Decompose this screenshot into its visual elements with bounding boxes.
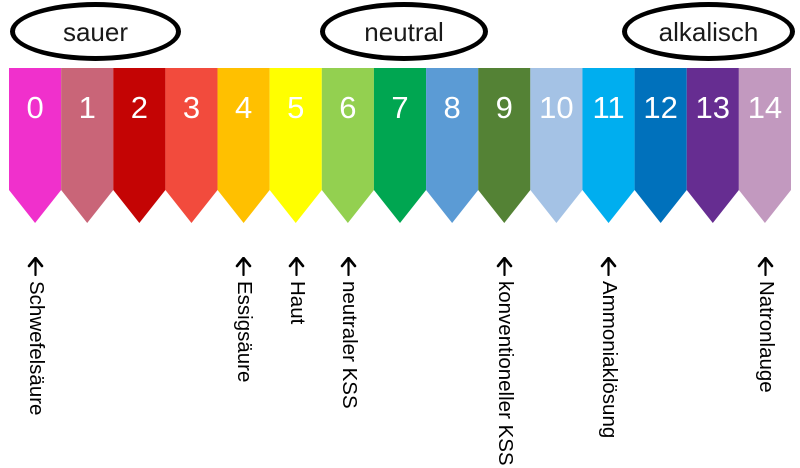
svg-text:5: 5 bbox=[287, 90, 304, 125]
svg-text:6: 6 bbox=[339, 90, 356, 125]
svg-text:4: 4 bbox=[235, 90, 252, 125]
svg-text:14: 14 bbox=[748, 90, 782, 125]
svg-text:0: 0 bbox=[26, 90, 43, 125]
svg-text:8: 8 bbox=[444, 90, 461, 125]
svg-text:7: 7 bbox=[391, 90, 408, 125]
svg-text:9: 9 bbox=[496, 90, 513, 125]
svg-text:2: 2 bbox=[131, 90, 148, 125]
svg-text:11: 11 bbox=[592, 90, 624, 125]
svg-text:13: 13 bbox=[696, 90, 730, 125]
svg-text:3: 3 bbox=[183, 90, 200, 125]
svg-text:1: 1 bbox=[79, 90, 96, 125]
svg-text:10: 10 bbox=[539, 90, 573, 125]
svg-text:12: 12 bbox=[643, 90, 677, 125]
